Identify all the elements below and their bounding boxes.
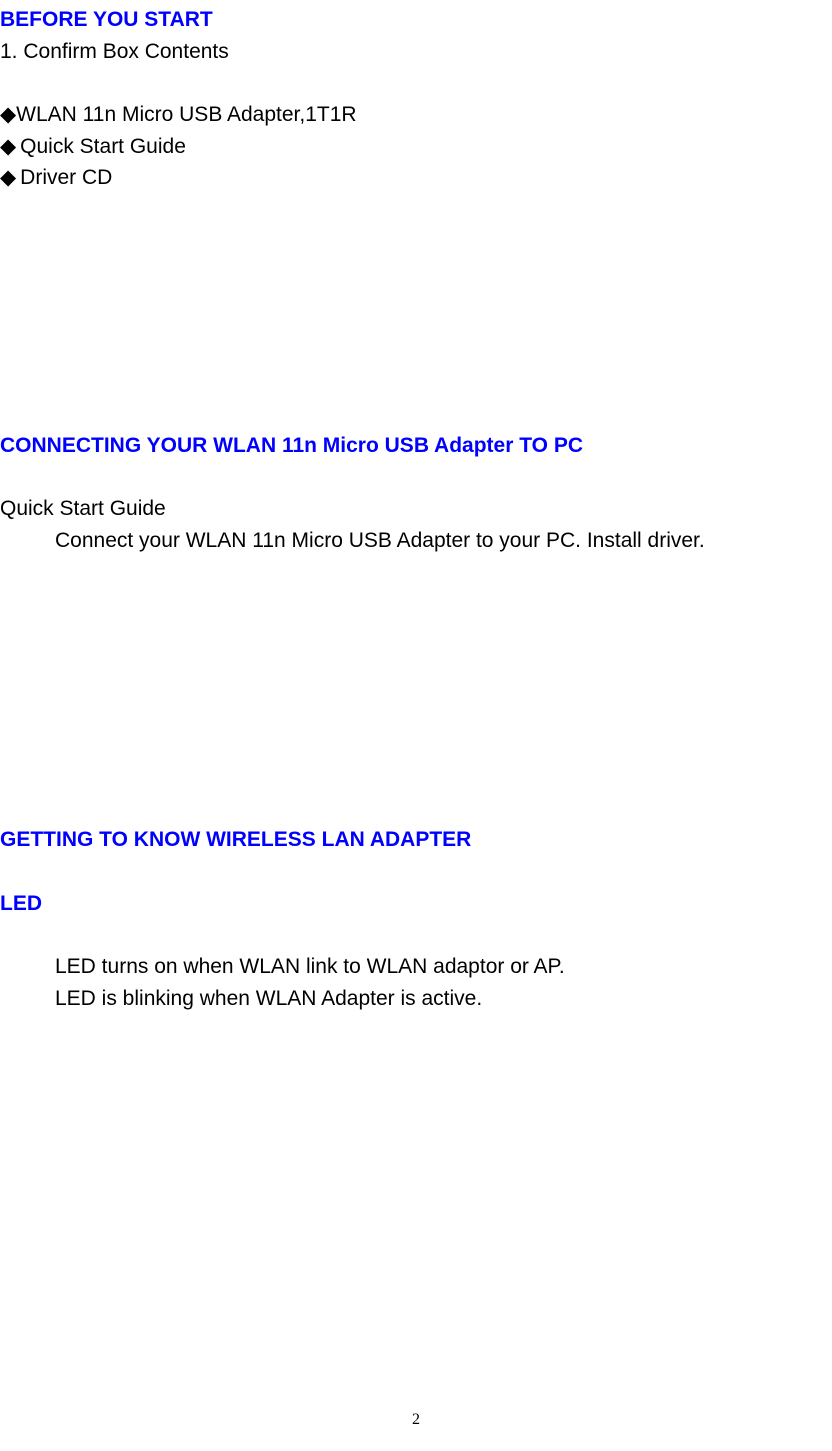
body-led-on: LED turns on when WLAN link to WLAN adap… [0,951,832,983]
bullet-text: WLAN 11n Micro USB Adapter,1T1R [16,99,356,131]
numbered-confirm-contents: 1. Confirm Box Contents [0,36,832,68]
diamond-icon: ◆ [0,99,16,131]
sub-led: LED [0,888,832,920]
body-led-blinking: LED is blinking when WLAN Adapter is act… [0,983,832,1015]
body-connect-instructions: Connect your WLAN 11n Micro USB Adapter … [0,525,832,557]
bullet-text: Driver CD [20,162,112,194]
bullet-text: Quick Start Guide [20,131,186,163]
page-number: 2 [412,1411,420,1429]
diamond-icon: ◆ [0,162,16,194]
diamond-icon: ◆ [0,131,16,163]
sub-quick-start: Quick Start Guide [0,493,832,525]
heading-before-start: BEFORE YOU START [0,4,832,36]
bullet-wlan-adapter: ◆ WLAN 11n Micro USB Adapter,1T1R [0,99,832,131]
bullet-driver-cd: ◆ Driver CD [0,162,832,194]
heading-getting-to-know: GETTING TO KNOW WIRELESS LAN ADAPTER [0,824,832,856]
heading-connecting: CONNECTING YOUR WLAN 11n Micro USB Adapt… [0,430,832,462]
bullet-quick-start: ◆ Quick Start Guide [0,131,832,163]
